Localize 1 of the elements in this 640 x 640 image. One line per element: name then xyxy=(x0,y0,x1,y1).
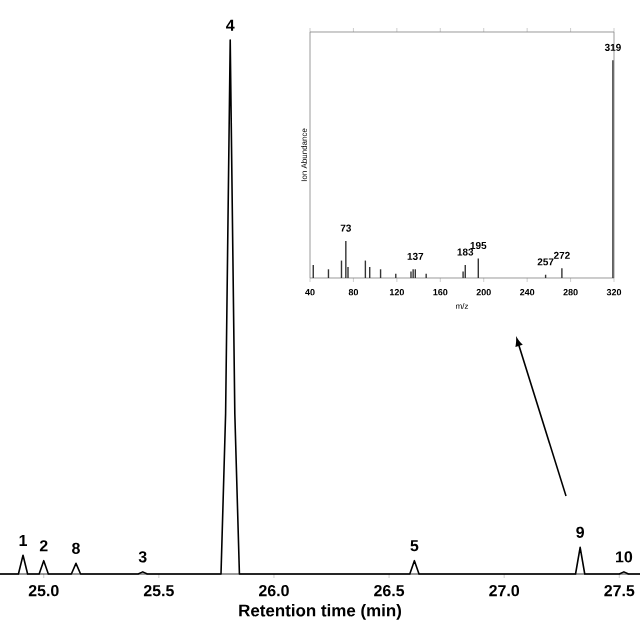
x-axis-title: Retention time (min) xyxy=(239,604,401,620)
